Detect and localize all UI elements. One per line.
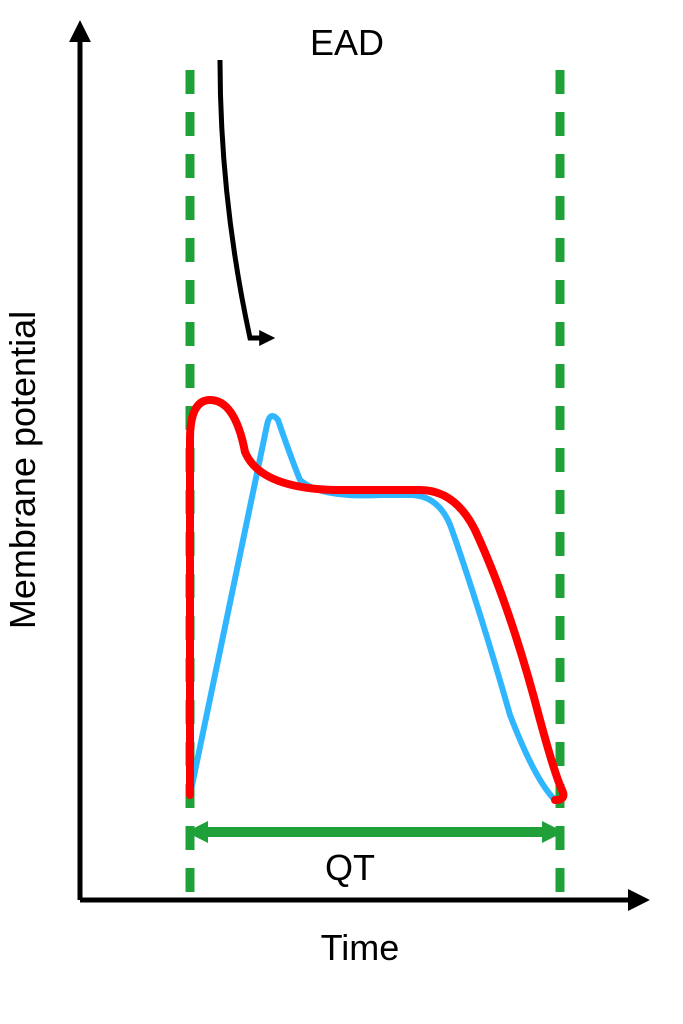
ead-pointer bbox=[220, 60, 268, 338]
qt-label: QT bbox=[325, 847, 375, 888]
x-axis-label: Time bbox=[321, 927, 400, 968]
y-axis-label: Membrane potential bbox=[2, 311, 43, 629]
ead-label: EAD bbox=[310, 22, 384, 63]
curve-ead bbox=[190, 416, 555, 800]
curve-normal bbox=[190, 400, 563, 800]
